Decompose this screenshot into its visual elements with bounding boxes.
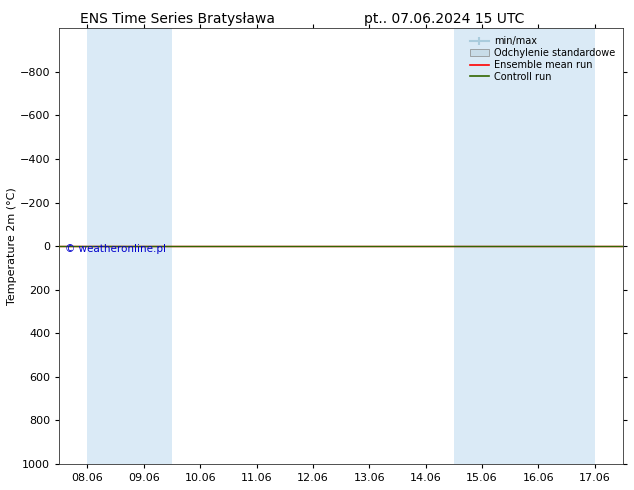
Bar [87,28,115,464]
Text: © weatheronline.pl: © weatheronline.pl [65,244,166,254]
Bar [115,28,172,464]
Text: pt.. 07.06.2024 15 UTC: pt.. 07.06.2024 15 UTC [364,12,524,26]
Bar [567,28,595,464]
Legend: min/max, Odchylenie standardowe, Ensemble mean run, Controll run: min/max, Odchylenie standardowe, Ensembl… [467,33,618,85]
Text: ENS Time Series Bratysława: ENS Time Series Bratysława [80,12,275,26]
Y-axis label: Temperature 2m (°C): Temperature 2m (°C) [7,187,17,305]
Bar [510,28,567,464]
Bar [454,28,510,464]
